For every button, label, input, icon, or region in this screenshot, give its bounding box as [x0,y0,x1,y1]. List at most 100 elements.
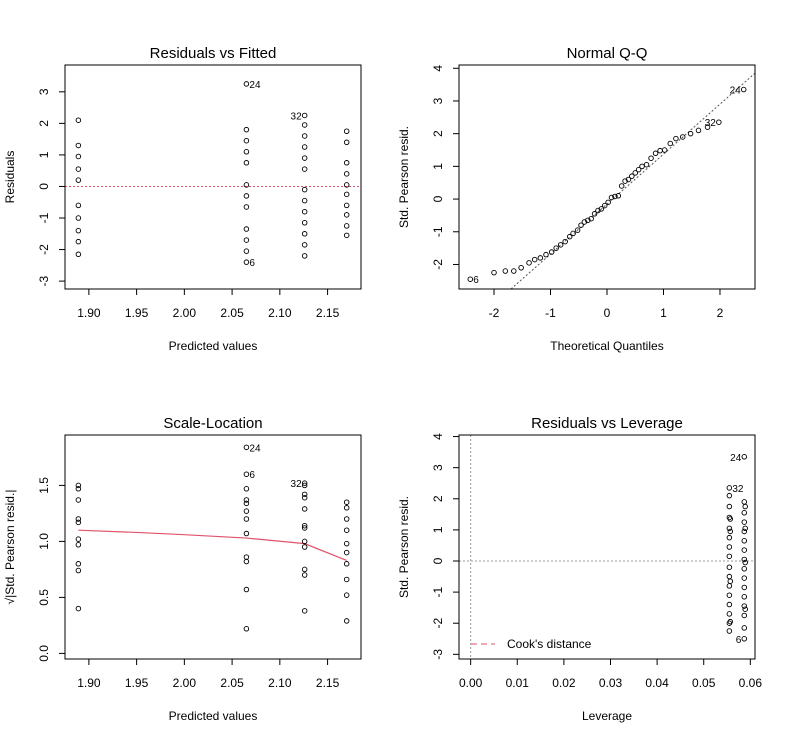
data-point [648,155,654,161]
data-point [727,516,734,522]
y-tick-label: 0.0 [37,645,51,662]
data-point [301,112,308,119]
data-point [605,199,611,206]
data-point [243,500,250,507]
data-point [526,260,532,266]
point-label: 24 [730,453,742,464]
data-point [75,497,82,503]
data-point [578,222,584,228]
data-point [679,134,686,140]
x-tick-label: 1.95 [125,306,149,320]
chart-title: Scale-Location [163,415,262,432]
data-point [301,253,308,259]
data-point [574,227,581,233]
data-point [726,592,733,598]
data-point [726,564,733,570]
y-tick-label: 1 [37,151,51,158]
data-point [741,584,748,591]
data-point [343,505,350,511]
data-point [243,558,250,565]
data-point [726,601,733,608]
data-point [343,592,350,598]
x-tick-label: 0.04 [645,676,669,690]
panel-3: Scale-Location Predicted values √|Std. Pea… [3,415,362,723]
data-point [343,527,350,533]
data-point [742,503,748,510]
data-point [75,227,82,234]
data-point [243,516,250,522]
data-point [343,499,350,505]
plot-area [459,435,755,659]
data-point [667,140,674,147]
data-point [343,232,350,239]
data-point [741,556,748,563]
point-label: 32 [291,111,303,122]
data-point [301,566,308,573]
data-point [742,606,748,612]
data-point [598,206,605,212]
x-tick-label: 0 [604,306,611,320]
data-point [301,122,308,128]
data-point [343,540,350,547]
data-point [695,127,702,134]
chart-title: Normal Q-Q [567,45,648,62]
data-point [301,506,308,512]
y-tick-label: -2 [431,618,445,629]
data-point [343,576,350,583]
data-point [243,149,250,155]
data-point [75,567,82,574]
data-point [652,150,659,157]
data-point [343,223,350,229]
data-point [543,251,549,258]
plot-frame [64,434,362,660]
x-tick-label: 0.03 [599,676,623,690]
data-point [243,497,250,503]
data-point [591,211,598,217]
data-point [301,522,308,529]
data-point [741,519,748,525]
data-point [301,144,308,150]
data-point [727,578,734,584]
x-tick-label: 2.00 [173,676,197,690]
data-point [726,503,733,510]
data-point [615,193,622,199]
data-point [612,193,618,200]
data-point [243,471,250,477]
data-point [608,194,615,201]
data-point [704,124,711,130]
data-point [601,202,608,209]
data-point [243,137,250,144]
data-point [511,268,517,274]
data-point [726,583,733,589]
point-label: 6 [249,258,255,269]
panel-1: Residuals vs Fitted Predicted values Resid… [3,45,362,353]
data-point [548,249,555,255]
data-point [243,248,250,254]
y-tick-label: 0 [37,183,51,190]
data-point [726,553,733,560]
data-point [618,183,625,189]
y-tick-label: 1.5 [37,477,51,494]
data-point [502,268,509,274]
point-label: 32 [705,118,717,129]
data-point [243,530,250,537]
data-point [687,130,694,137]
y-tick-label: 0 [431,557,445,564]
point-label: 32 [291,479,303,490]
data-point [301,572,308,578]
data-point [301,219,308,226]
x-tick-label: 0.00 [459,676,483,690]
data-point [557,242,564,248]
x-tick-label: -1 [545,306,556,320]
data-point [301,133,308,139]
data-point [727,618,734,625]
point-label: 6 [473,275,479,286]
data-point [625,176,632,183]
data-point [726,534,733,541]
data-point [741,510,748,516]
plot-frame [64,64,362,290]
x-axis-label: Theoretical Quantiles [550,339,663,353]
x-tick-label: 2.05 [220,676,244,690]
x-tick-label: 1.90 [77,306,101,320]
y-tick-label: -2 [37,244,51,255]
